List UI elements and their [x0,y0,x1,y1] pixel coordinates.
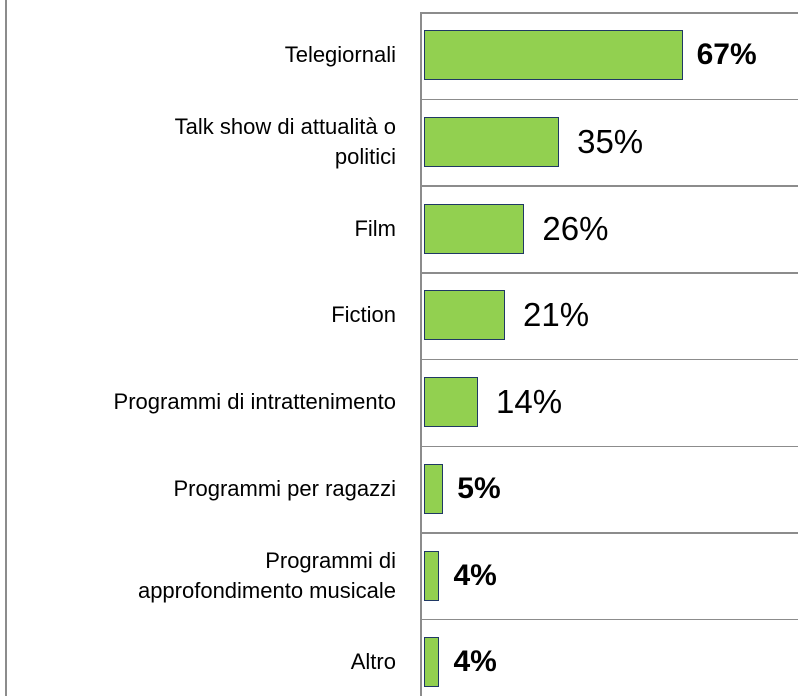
value-label: 21% [523,296,590,334]
axis-line [420,12,422,696]
value-label: 5% [457,471,501,505]
top-line [420,12,798,14]
frame-line [5,0,7,696]
bar [424,117,560,168]
bar [424,637,440,688]
row-separator [420,618,798,621]
row-separator [420,272,798,274]
category-label: Programmi di intrattenimento [113,389,396,415]
value-label: 26% [542,209,609,247]
value-label: 14% [496,383,563,421]
value-label: 35% [577,123,644,161]
category-label: Fiction [331,302,396,328]
bar [424,30,683,81]
bar [424,203,525,254]
row-separator [420,445,798,447]
category-label: Telegiornali [284,42,396,68]
value-label: 67% [696,38,757,72]
category-label: Talk show di attualità o politici [174,114,396,170]
bar [424,463,444,514]
category-label: Programmi per ragazzi [173,475,396,501]
category-label: Film [354,215,396,241]
bar [424,550,440,601]
row-separator [420,98,798,101]
row-separator [420,185,798,187]
row-separator [420,358,798,361]
value-label: 4% [453,645,497,679]
bar [424,377,479,428]
value-label: 4% [453,558,497,592]
category-label: Altro [350,649,396,675]
bar [424,290,506,341]
category-label: Programmi di approfondimento musicale [137,547,396,603]
row-separator [420,532,798,534]
